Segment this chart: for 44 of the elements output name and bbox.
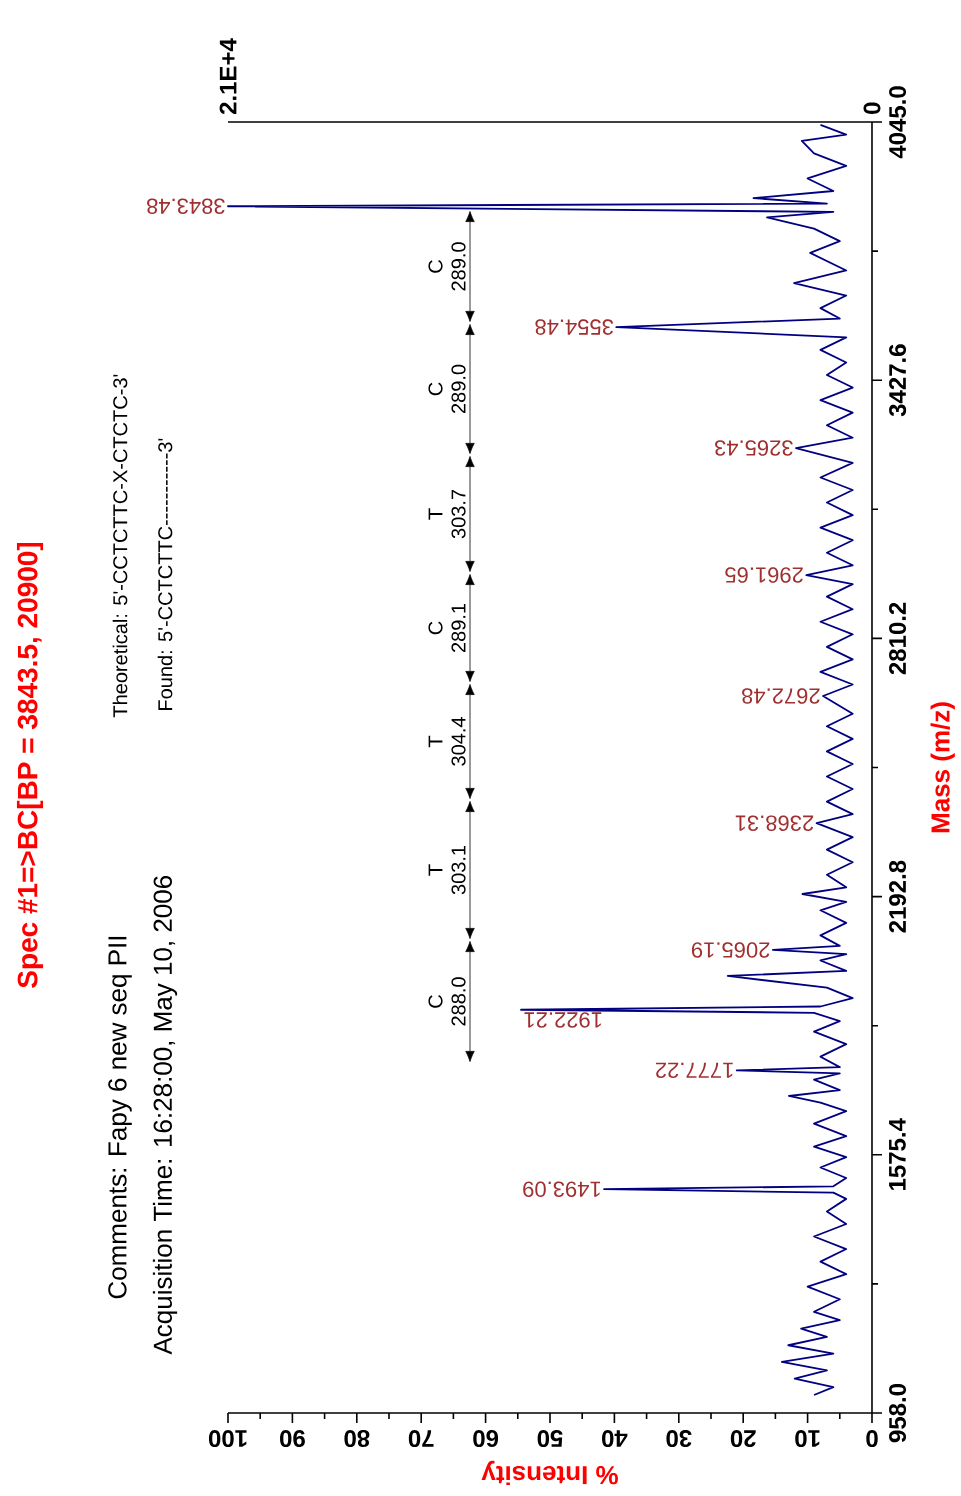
annotation: 1777.22: [655, 1062, 733, 1079]
annotation: C 289.1: [428, 603, 466, 653]
annotation: C 288.0: [428, 977, 466, 1026]
annotation: T 304.4: [428, 717, 466, 766]
y-axis-title: Mass (m/z): [930, 702, 955, 833]
x2-tick-label: 0: [863, 102, 881, 114]
annotation: 3843.48: [146, 198, 225, 215]
x-tick-label: 60: [473, 1430, 498, 1448]
y-tick-label: 2810.2: [888, 602, 906, 675]
x-tick-label: 10: [795, 1430, 820, 1448]
annotation: 1922.21: [524, 1012, 602, 1028]
annotation: T 303.1: [428, 845, 466, 895]
text: Spec #1=>BC[BP = 3843.5, 20900]: [16, 542, 43, 988]
x-tick-label: 90: [279, 1430, 305, 1448]
x-tick-label: 50: [537, 1430, 563, 1448]
text: Found: 5'-CCTCTTC-----------3': [157, 438, 173, 710]
y-tick-label: 2192.8: [888, 860, 906, 933]
annotation: 1493.09: [522, 1181, 600, 1197]
y-tick-label: 3427.6: [888, 344, 906, 417]
line-series: [226, 124, 854, 1396]
annotation: C 289.0: [428, 242, 466, 291]
x-tick-label: 0: [866, 1430, 878, 1448]
annotation: 2065.19: [691, 942, 770, 958]
text: Comments: Fapy 6 new seq PII: [107, 936, 132, 1299]
annotation: 2672.48: [741, 688, 820, 704]
x2-tick-label: 2.1E+4: [219, 38, 237, 115]
y-tick-label: 958.0: [888, 1383, 906, 1443]
text: Theoretical: 5'-CCTCTTC-X-CTCTC-3': [112, 374, 128, 718]
annotation: 3265.43: [714, 440, 793, 456]
annotation: C 289.0: [428, 364, 466, 414]
y-tick-label: 4045.0: [888, 86, 906, 159]
annotation: T 303.7: [428, 489, 466, 539]
x-axis-title: % Intensity: [481, 1460, 618, 1486]
annotation: 3554.48: [535, 319, 613, 335]
x-tick-label: 40: [601, 1430, 628, 1448]
x-tick-label: 70: [408, 1430, 434, 1448]
text: Acquisition Time: 16:28:00, May 10, 2006: [152, 875, 177, 1355]
annotation: 2368.31: [735, 815, 813, 831]
x-tick-label: 80: [344, 1430, 370, 1448]
x-tick-label: 20: [730, 1430, 756, 1448]
x-tick-label: 100: [208, 1430, 247, 1448]
annotation: 2961.65: [725, 567, 803, 583]
y-tick-label: 1575.4: [888, 1118, 906, 1190]
x-tick-label: 30: [666, 1430, 692, 1448]
